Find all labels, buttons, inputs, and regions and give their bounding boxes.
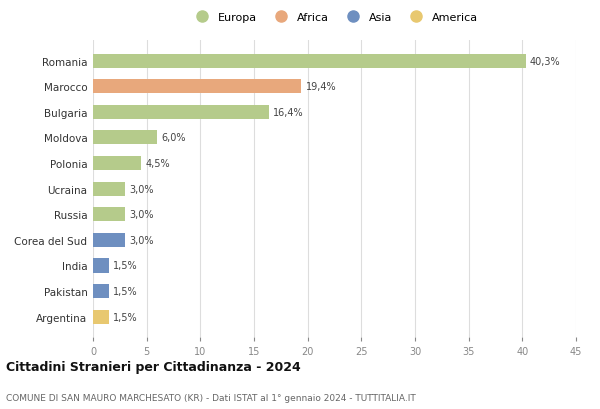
Bar <box>93 106 269 119</box>
Text: 1,5%: 1,5% <box>113 286 138 297</box>
Bar <box>93 80 301 94</box>
Bar <box>93 208 125 222</box>
Text: 6,0%: 6,0% <box>161 133 186 143</box>
Bar <box>93 310 109 324</box>
Text: 19,4%: 19,4% <box>305 82 336 92</box>
Bar <box>93 182 125 196</box>
Text: 4,5%: 4,5% <box>146 159 170 169</box>
Bar <box>93 284 109 299</box>
Bar <box>93 157 142 171</box>
Text: 40,3%: 40,3% <box>530 56 560 66</box>
Text: Cittadini Stranieri per Cittadinanza - 2024: Cittadini Stranieri per Cittadinanza - 2… <box>6 360 301 373</box>
Text: 3,0%: 3,0% <box>130 235 154 245</box>
Bar <box>93 131 157 145</box>
Text: COMUNE DI SAN MAURO MARCHESATO (KR) - Dati ISTAT al 1° gennaio 2024 - TUTTITALIA: COMUNE DI SAN MAURO MARCHESATO (KR) - Da… <box>6 393 416 402</box>
Bar <box>93 259 109 273</box>
Text: 1,5%: 1,5% <box>113 261 138 271</box>
Text: 3,0%: 3,0% <box>130 184 154 194</box>
Legend: Europa, Africa, Asia, America: Europa, Africa, Asia, America <box>188 11 481 25</box>
Text: 3,0%: 3,0% <box>130 210 154 220</box>
Text: 1,5%: 1,5% <box>113 312 138 322</box>
Bar <box>93 233 125 247</box>
Text: 16,4%: 16,4% <box>274 108 304 117</box>
Bar <box>93 54 526 68</box>
